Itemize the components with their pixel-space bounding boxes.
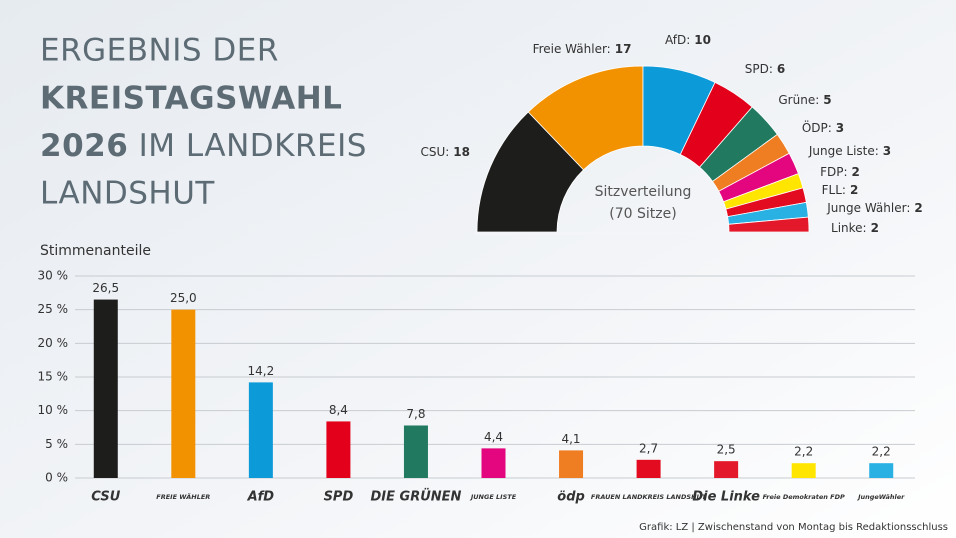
segment-name: Grüne: bbox=[778, 93, 819, 107]
segment-label: CSU: 18 bbox=[420, 145, 470, 159]
y-tick-label: 20 % bbox=[38, 336, 69, 350]
title-line: LANDSHUT bbox=[40, 176, 215, 212]
bar bbox=[403, 425, 428, 478]
bar bbox=[248, 382, 273, 478]
party-logo: DIE GRÜNEN bbox=[370, 489, 461, 505]
title-line: 2026 IM LANDKREIS bbox=[40, 128, 367, 164]
value-label: 26,5 bbox=[92, 281, 119, 295]
segment-value: 2 bbox=[850, 183, 858, 197]
segment-name: FDP: bbox=[820, 165, 847, 179]
party-logo: CSU bbox=[91, 490, 120, 505]
center-label: Sitzverteilung bbox=[595, 184, 692, 200]
y-tick-label: 25 % bbox=[38, 302, 69, 316]
y-tick-label: 30 % bbox=[38, 269, 69, 283]
segment-name: Freie Wähler: bbox=[533, 42, 611, 56]
y-axis-label: Stimmenanteile bbox=[40, 243, 151, 259]
segment-label: Junge Wähler: 2 bbox=[826, 201, 922, 215]
segment-value: 3 bbox=[836, 121, 844, 135]
segment-name: FLL: bbox=[822, 183, 846, 197]
value-label: 2,5 bbox=[717, 443, 736, 457]
center-label: (70 Sitze) bbox=[609, 206, 676, 222]
segment-name: SPD: bbox=[745, 62, 773, 76]
segment-label: AfD: 10 bbox=[665, 33, 711, 47]
value-label: 2,2 bbox=[872, 445, 891, 459]
value-label: 8,4 bbox=[329, 403, 348, 417]
value-label: 4,1 bbox=[561, 432, 580, 446]
segment-value: 18 bbox=[453, 145, 470, 159]
segment-label: FLL: 2 bbox=[822, 183, 859, 197]
segment-value: 2 bbox=[914, 201, 922, 215]
value-label: 25,0 bbox=[170, 291, 197, 305]
segment-label: Freie Wähler: 17 bbox=[533, 42, 632, 56]
segment-label: ÖDP: 3 bbox=[802, 119, 844, 135]
segment-label: Grüne: 5 bbox=[778, 93, 831, 107]
segment-value: 10 bbox=[694, 33, 711, 47]
bar bbox=[869, 463, 894, 478]
party-logo: JungeWähler bbox=[856, 493, 905, 501]
source: Grafik: LZ | Zwischenstand von Montag bi… bbox=[639, 522, 948, 533]
party-logo: JUNGE LISTE bbox=[469, 493, 517, 501]
bar bbox=[559, 450, 584, 478]
segment-label: SPD: 6 bbox=[745, 62, 786, 76]
value-label: 2,7 bbox=[639, 441, 658, 455]
y-tick-label: 15 % bbox=[38, 370, 69, 384]
party-logo: Freie Demokraten FDP bbox=[763, 493, 845, 501]
segment-value: 6 bbox=[777, 62, 785, 76]
segment-name: Linke: bbox=[831, 221, 867, 235]
segment-name: ÖDP: bbox=[802, 119, 832, 135]
segment-value: 2 bbox=[852, 165, 860, 179]
baseline-cover bbox=[475, 232, 811, 235]
title-line: ERGEBNIS DER bbox=[40, 33, 279, 69]
bar bbox=[171, 309, 196, 478]
segment-label: FDP: 2 bbox=[820, 165, 860, 179]
segment-label: Junge Liste: 3 bbox=[808, 144, 891, 158]
value-label: 4,4 bbox=[484, 430, 503, 444]
bar bbox=[326, 421, 351, 478]
segment-name: Junge Liste: bbox=[808, 144, 879, 158]
party-logo: FREIE WÄHLER bbox=[156, 492, 210, 501]
title-part: IM LANDKREIS bbox=[139, 128, 367, 164]
party-logo: FRAUEN LANDKREIS LANDSHUT bbox=[591, 493, 707, 501]
value-label: 14,2 bbox=[248, 364, 275, 378]
value-label: 2,2 bbox=[794, 445, 813, 459]
segment-value: 17 bbox=[615, 42, 632, 56]
bar bbox=[791, 463, 816, 478]
segment-value: 2 bbox=[871, 221, 879, 235]
value-label: 7,8 bbox=[406, 407, 425, 421]
y-tick-label: 10 % bbox=[38, 403, 69, 417]
party-logo: Die Linke bbox=[692, 490, 760, 505]
bar bbox=[481, 448, 506, 478]
bar bbox=[714, 461, 739, 478]
segment-label: Linke: 2 bbox=[831, 221, 879, 235]
segment-value: 5 bbox=[823, 93, 831, 107]
y-tick-label: 5 % bbox=[45, 437, 68, 451]
party-logo: ödp bbox=[557, 490, 585, 505]
party-logo: SPD bbox=[324, 490, 354, 505]
party-logo: AfD bbox=[247, 490, 275, 505]
segment-name: Junge Wähler: bbox=[826, 201, 910, 215]
segment-name: CSU: bbox=[420, 145, 449, 159]
title-part: 2026 bbox=[40, 128, 128, 164]
segment-name: AfD: bbox=[665, 33, 690, 47]
title-line: KREISTAGSWAHL bbox=[40, 81, 342, 117]
y-tick-label: 0 % bbox=[45, 471, 68, 485]
bar bbox=[636, 459, 661, 478]
segment-value: 3 bbox=[883, 144, 891, 158]
bar bbox=[93, 299, 118, 478]
